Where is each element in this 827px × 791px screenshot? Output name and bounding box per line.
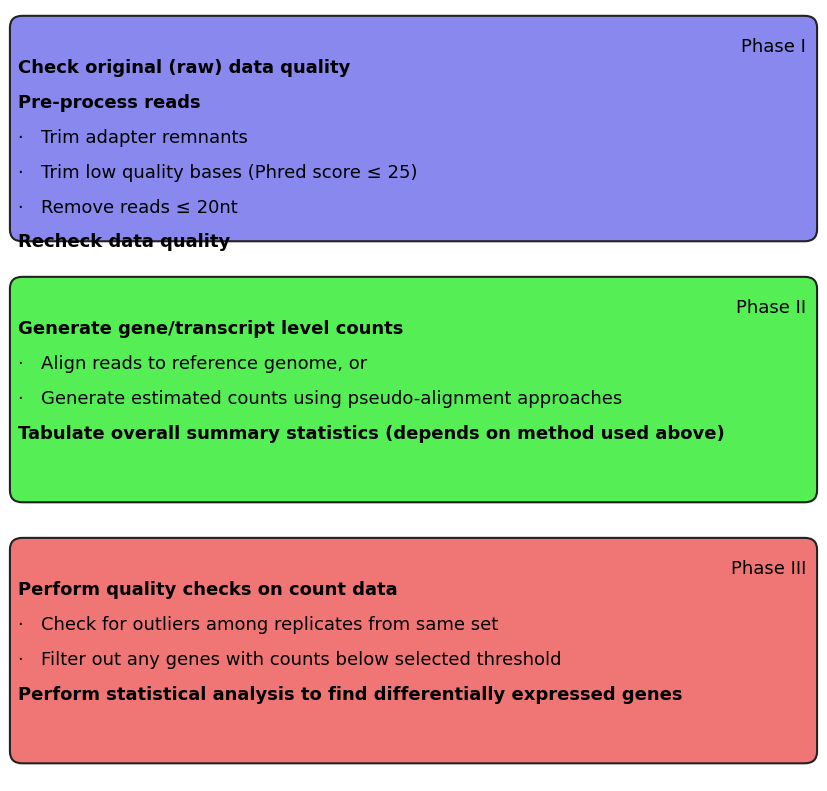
- FancyBboxPatch shape: [10, 277, 817, 502]
- Text: Recheck data quality: Recheck data quality: [18, 233, 231, 252]
- Text: Phase I: Phase I: [742, 38, 806, 56]
- Text: Perform statistical analysis to find differentially expressed genes: Perform statistical analysis to find dif…: [18, 686, 683, 704]
- Text: ·   Remove reads ≤ 20nt: · Remove reads ≤ 20nt: [18, 199, 238, 217]
- Text: ·   Check for outliers among replicates from same set: · Check for outliers among replicates fr…: [18, 616, 499, 634]
- Text: ·   Trim low quality bases (Phred score ≤ 25): · Trim low quality bases (Phred score ≤ …: [18, 164, 418, 182]
- Text: ·   Align reads to reference genome, or: · Align reads to reference genome, or: [18, 355, 367, 373]
- Text: Tabulate overall summary statistics (depends on method used above): Tabulate overall summary statistics (dep…: [18, 425, 725, 443]
- FancyBboxPatch shape: [10, 16, 817, 241]
- Text: Phase III: Phase III: [731, 560, 806, 578]
- Text: ·   Generate estimated counts using pseudo-alignment approaches: · Generate estimated counts using pseudo…: [18, 390, 623, 408]
- Text: Phase II: Phase II: [736, 299, 806, 317]
- Text: Pre-process reads: Pre-process reads: [18, 94, 201, 112]
- FancyBboxPatch shape: [10, 538, 817, 763]
- Text: Perform quality checks on count data: Perform quality checks on count data: [18, 581, 398, 600]
- Text: Check original (raw) data quality: Check original (raw) data quality: [18, 59, 351, 78]
- Text: ·   Trim adapter remnants: · Trim adapter remnants: [18, 129, 248, 147]
- Text: Generate gene/transcript level counts: Generate gene/transcript level counts: [18, 320, 404, 339]
- Text: ·   Filter out any genes with counts below selected threshold: · Filter out any genes with counts below…: [18, 651, 562, 669]
